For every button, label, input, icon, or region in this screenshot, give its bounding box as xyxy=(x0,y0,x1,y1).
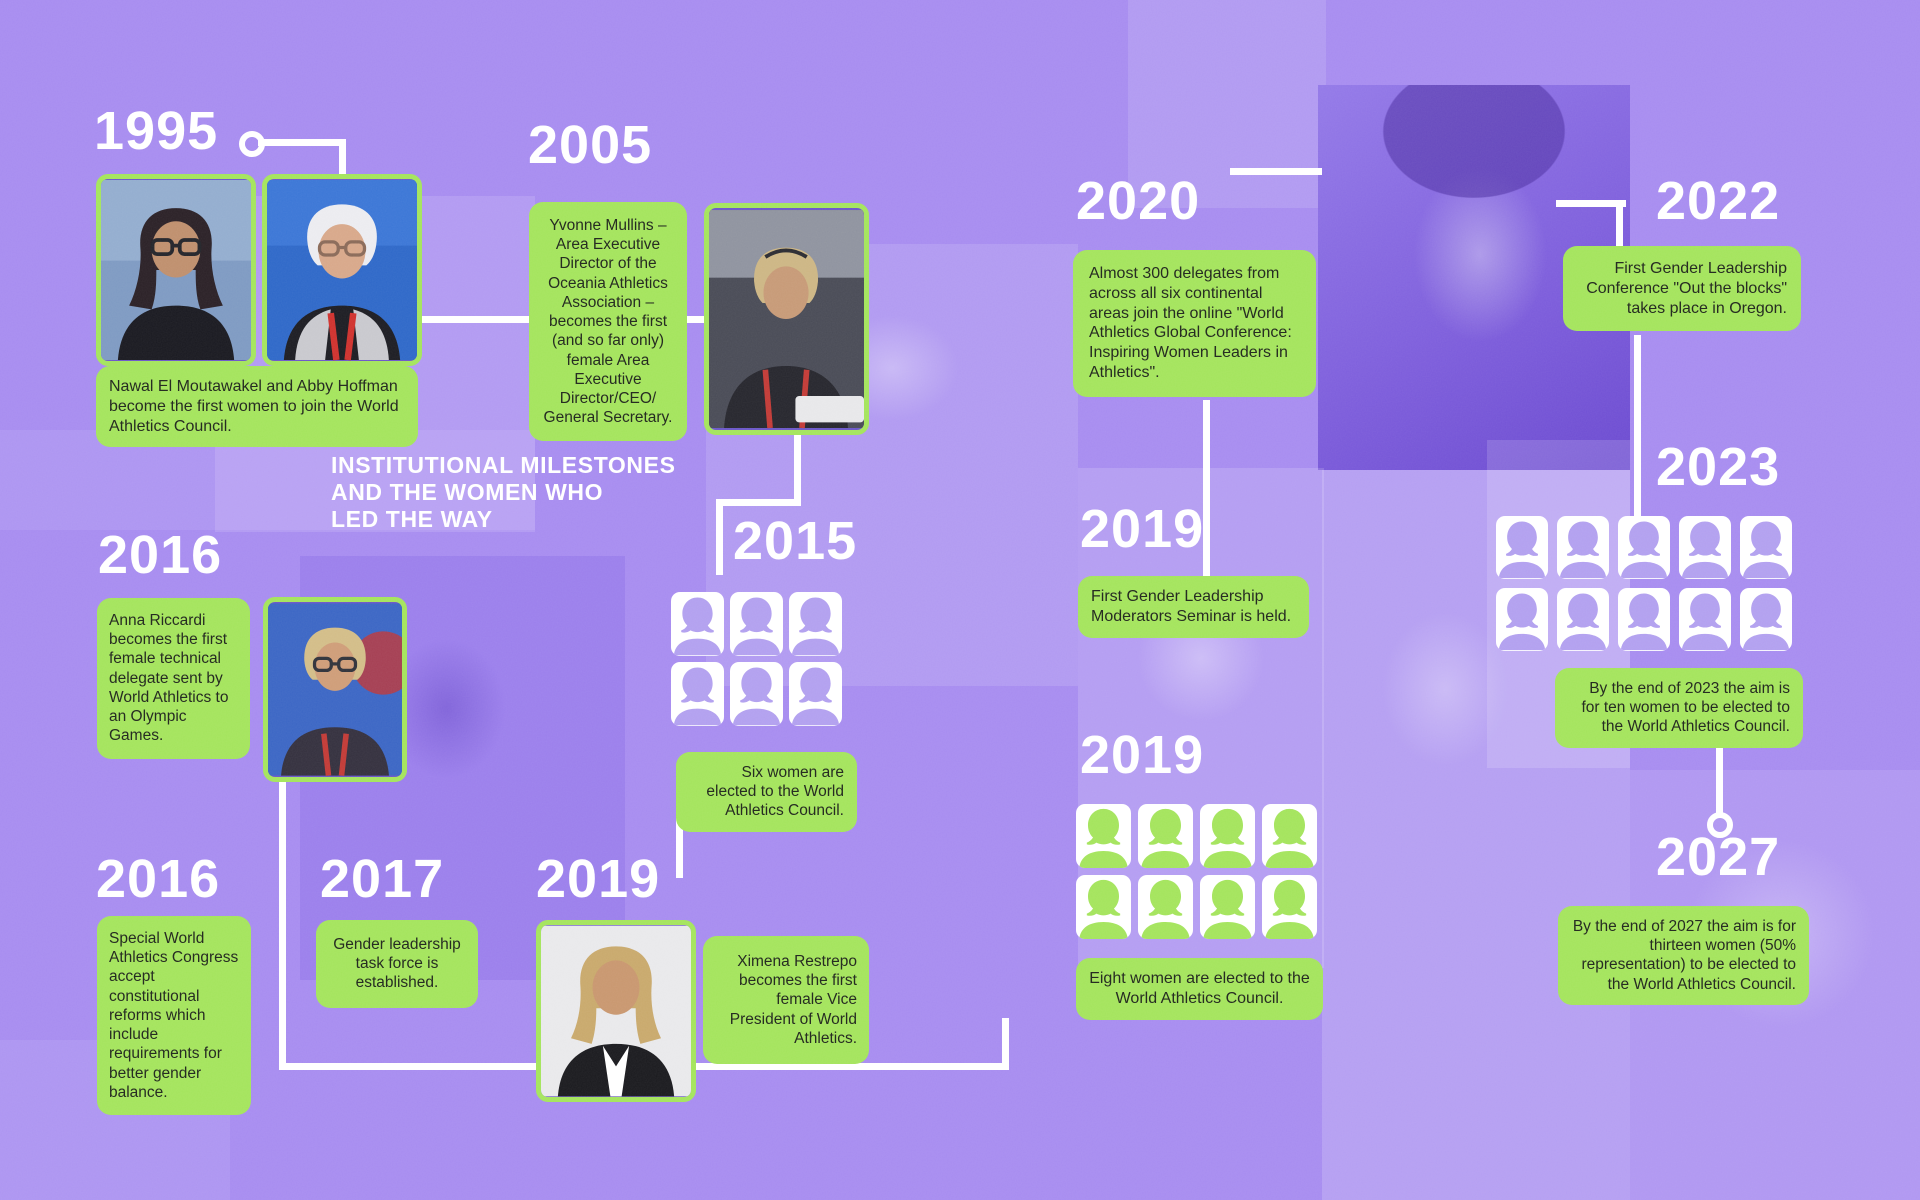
woman-avatar-icon xyxy=(1262,875,1317,939)
photo-ximena-restrepo xyxy=(536,920,696,1102)
woman-avatar-icon xyxy=(1557,588,1609,651)
connector-line xyxy=(258,139,346,146)
caption-2023: By the end of 2023 the aim is for ten wo… xyxy=(1555,668,1803,748)
avatar-grid-2023 xyxy=(1496,516,1792,651)
photo-abby-hoffman xyxy=(262,174,422,366)
photo-nawal-el-moutawakel xyxy=(96,174,256,366)
caption-2017: Gender leadership task force is establis… xyxy=(316,920,478,1008)
woman-avatar-icon xyxy=(1618,516,1670,579)
connector-line xyxy=(279,778,286,1070)
connector-line xyxy=(716,499,723,575)
caption-2015: Six women are elected to the World Athle… xyxy=(676,752,857,832)
woman-avatar-icon xyxy=(1679,516,1731,579)
title-line: INSTITUTIONAL MILESTONES xyxy=(331,452,676,478)
woman-avatar-icon xyxy=(1557,516,1609,579)
connector-line xyxy=(1634,335,1641,522)
connector-line xyxy=(1716,744,1723,814)
year-2027: 2027 xyxy=(1656,827,1781,887)
title-line: AND THE WOMEN WHO xyxy=(331,479,604,506)
woman-avatar-icon xyxy=(1679,588,1731,651)
caption-2016-anna: Anna Riccardi becomes the first female t… xyxy=(97,598,250,759)
woman-avatar-icon xyxy=(1138,804,1193,868)
caption-2016-congress: Special World Athletics Congress accept … xyxy=(97,916,251,1115)
avatar-grid-2015 xyxy=(671,592,842,726)
connector-line xyxy=(1616,200,1623,250)
woman-avatar-icon xyxy=(1076,804,1131,868)
woman-avatar-icon xyxy=(1496,588,1548,651)
title-line: LED THE WAY xyxy=(331,506,493,533)
woman-avatar-icon xyxy=(671,592,724,656)
woman-avatar-icon xyxy=(1138,875,1193,939)
photo-anna-riccardi xyxy=(263,597,407,782)
caption-2022: First Gender Leadership Conference "Out … xyxy=(1563,246,1801,332)
avatar-grid-2019 xyxy=(1076,804,1317,939)
woman-avatar-icon xyxy=(1740,588,1792,651)
woman-avatar-icon xyxy=(1740,516,1792,579)
woman-avatar-icon xyxy=(730,592,783,656)
connector-line xyxy=(716,499,801,506)
woman-avatar-icon xyxy=(671,662,724,726)
woman-avatar-icon xyxy=(1076,875,1131,939)
year-2022: 2022 xyxy=(1656,171,1781,231)
woman-avatar-icon xyxy=(1618,588,1670,651)
year-2019-ximena: 2019 xyxy=(536,849,661,909)
year-2016-congress: 2016 xyxy=(96,849,221,909)
caption-2019-seminar: First Gender Leadership Moderators Semin… xyxy=(1078,576,1309,638)
year-2019-eight: 2019 xyxy=(1080,725,1205,785)
connector-line xyxy=(1230,168,1322,175)
caption-2027: By the end of 2027 the aim is for thirte… xyxy=(1558,906,1809,1005)
year-1995: 1995 xyxy=(94,101,219,161)
year-2017: 2017 xyxy=(320,849,445,909)
caption-1995: Nawal El Moutawakel and Abby Hoffman bec… xyxy=(96,366,418,448)
woman-avatar-icon xyxy=(730,662,783,726)
caption-2019-eight: Eight women are elected to the World Ath… xyxy=(1076,958,1323,1020)
year-2016-anna: 2016 xyxy=(98,525,223,585)
caption-2005: Yvonne Mullins – Area Executive Director… xyxy=(529,202,687,442)
year-2019-seminar: 2019 xyxy=(1080,499,1205,559)
woman-avatar-icon xyxy=(789,592,842,656)
woman-avatar-icon xyxy=(1496,516,1548,579)
photo-yvonne-mullins xyxy=(704,203,869,435)
woman-avatar-icon xyxy=(1262,804,1317,868)
year-2020: 2020 xyxy=(1076,171,1201,231)
woman-avatar-icon xyxy=(1200,804,1255,868)
caption-2020: Almost 300 delegates from across all six… xyxy=(1073,250,1316,397)
woman-avatar-icon xyxy=(1200,875,1255,939)
woman-avatar-icon xyxy=(789,662,842,726)
year-2005: 2005 xyxy=(528,115,653,175)
page-title: INSTITUTIONAL MILESTONES AND THE WOMEN W… xyxy=(331,452,676,533)
connector-line xyxy=(1002,1018,1009,1070)
year-2015: 2015 xyxy=(733,511,858,571)
caption-2019-ximena: Ximena Restrepo becomes the first female… xyxy=(703,936,869,1065)
connector-line xyxy=(339,139,346,179)
year-2023: 2023 xyxy=(1656,437,1781,497)
